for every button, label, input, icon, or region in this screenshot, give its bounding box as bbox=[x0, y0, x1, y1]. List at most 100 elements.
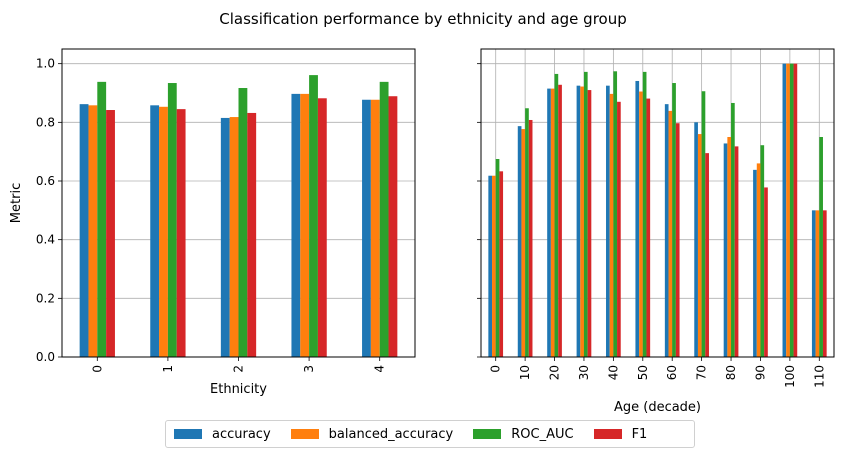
bar-balanced-accuracy-30 bbox=[580, 86, 584, 358]
bar-balanced-accuracy-10 bbox=[521, 129, 526, 357]
legend-label-roc-auc: ROC_AUC bbox=[511, 426, 574, 442]
legend-item-roc-auc: ROC_AUC bbox=[473, 426, 574, 442]
y-tick-label: 1.0 bbox=[36, 57, 55, 71]
bar-balanced-accuracy-0 bbox=[492, 175, 496, 357]
bar-accuracy-80 bbox=[723, 143, 728, 357]
bar-balanced-accuracy-110 bbox=[815, 210, 820, 357]
bar-f1-3 bbox=[317, 98, 327, 357]
bar-balanced-accuracy-2 bbox=[229, 117, 239, 357]
bar-balanced-accuracy-20 bbox=[550, 88, 555, 357]
x-tick-label: 0 bbox=[90, 365, 104, 373]
x-tick-label: 50 bbox=[636, 365, 650, 380]
bar-f1-10 bbox=[528, 119, 533, 357]
x-axis-label: Ethnicity bbox=[210, 382, 267, 397]
x-tick-label: 20 bbox=[548, 365, 562, 380]
legend-item-f1: F1 bbox=[593, 427, 647, 442]
bar-f1-20 bbox=[558, 84, 562, 357]
bar-accuracy-4 bbox=[362, 99, 371, 357]
bar-roc-auc-0 bbox=[97, 81, 107, 357]
bar-accuracy-110 bbox=[811, 210, 816, 357]
bar-balanced-accuracy-50 bbox=[639, 91, 643, 358]
bar-f1-100 bbox=[793, 63, 798, 358]
x-tick-label: 30 bbox=[577, 365, 591, 380]
bar-f1-0 bbox=[106, 110, 115, 357]
x-tick-label: 2 bbox=[232, 365, 246, 373]
bar-balanced-accuracy-4 bbox=[370, 99, 380, 357]
bar-f1-4 bbox=[388, 96, 398, 357]
bar-accuracy-50 bbox=[635, 80, 640, 358]
y-tick-label: 0.6 bbox=[36, 174, 55, 188]
bar-accuracy-1 bbox=[150, 105, 160, 357]
legend-label-balanced-accuracy: balanced_accuracy bbox=[328, 426, 454, 442]
x-tick-label: 90 bbox=[753, 365, 767, 380]
x-tick-label: 100 bbox=[783, 365, 797, 388]
x-tick-label: 4 bbox=[373, 365, 387, 373]
bar-accuracy-3 bbox=[291, 93, 301, 357]
bar-roc-auc-30 bbox=[583, 71, 588, 357]
bar-f1-0 bbox=[499, 171, 504, 357]
legend-swatch-roc-auc bbox=[473, 429, 502, 439]
x-tick-label: 10 bbox=[518, 365, 532, 380]
x-axis-label: Age (decade) bbox=[614, 400, 701, 415]
bar-balanced-accuracy-40 bbox=[609, 93, 614, 357]
legend-swatch-accuracy bbox=[174, 429, 202, 439]
bar-f1-2 bbox=[247, 112, 257, 358]
y-tick-label: 0.2 bbox=[36, 291, 55, 305]
bar-f1-60 bbox=[675, 123, 680, 357]
bar-accuracy-100 bbox=[782, 63, 787, 358]
legend-item-balanced-accuracy: balanced_accuracy bbox=[290, 426, 454, 442]
bar-balanced-accuracy-100 bbox=[786, 63, 790, 358]
x-tick-label: 40 bbox=[606, 365, 620, 380]
bar-roc-auc-60 bbox=[672, 83, 676, 357]
axes-frame bbox=[61, 48, 416, 358]
bar-balanced-accuracy-80 bbox=[727, 137, 732, 357]
axes-frame bbox=[480, 48, 835, 358]
bar-roc-auc-1 bbox=[167, 83, 177, 357]
chart-legend: accuracy balanced_accuracy ROC_AUC F1 bbox=[165, 420, 695, 448]
x-tick-label: 70 bbox=[695, 365, 709, 380]
bar-roc-auc-40 bbox=[613, 71, 618, 357]
bar-accuracy-20 bbox=[547, 88, 551, 357]
bar-f1-70 bbox=[705, 153, 709, 357]
bar-f1-90 bbox=[764, 187, 768, 357]
y-axis-label: Metric bbox=[9, 183, 24, 223]
x-tick-label: 110 bbox=[812, 365, 826, 388]
bar-f1-80 bbox=[734, 146, 739, 357]
ethnicity-chart: 0.0 0.2 0.4 0.6 0.8 1.0 0 1 2 3 4 Ethnicity Metric bbox=[9, 48, 416, 397]
bar-roc-auc-80 bbox=[731, 102, 735, 358]
y-tick-label: 0.8 bbox=[36, 115, 55, 129]
bar-accuracy-10 bbox=[517, 126, 522, 357]
x-tick-label: 1 bbox=[161, 365, 175, 373]
bar-balanced-accuracy-90 bbox=[756, 163, 761, 357]
bar-roc-auc-70 bbox=[701, 91, 706, 358]
bar-accuracy-70 bbox=[694, 122, 698, 357]
y-tick-label: 0.0 bbox=[36, 350, 55, 364]
bar-accuracy-40 bbox=[606, 85, 610, 358]
bar-roc-auc-10 bbox=[525, 108, 529, 358]
bar-roc-auc-90 bbox=[760, 145, 765, 357]
legend-label-accuracy: accuracy bbox=[212, 426, 271, 442]
bar-accuracy-90 bbox=[753, 169, 757, 357]
bar-f1-1 bbox=[176, 109, 186, 357]
bar-accuracy-0 bbox=[79, 104, 89, 357]
y-tick-label: 0.4 bbox=[36, 233, 55, 247]
bar-accuracy-2 bbox=[220, 117, 230, 357]
x-tick-label: 0 bbox=[489, 365, 503, 373]
bar-roc-auc-4 bbox=[379, 81, 389, 357]
bar-accuracy-0 bbox=[488, 175, 493, 357]
bar-balanced-accuracy-1 bbox=[159, 106, 168, 357]
legend-swatch-f1 bbox=[593, 429, 622, 439]
bar-balanced-accuracy-3 bbox=[300, 93, 310, 357]
figure-canvas: Classification performance by ethnicity … bbox=[9, 10, 835, 415]
bar-f1-30 bbox=[587, 90, 592, 358]
bar-accuracy-60 bbox=[664, 104, 669, 357]
bar-f1-110 bbox=[822, 210, 827, 357]
bar-roc-auc-110 bbox=[819, 137, 823, 357]
bar-roc-auc-50 bbox=[642, 71, 647, 357]
bar-balanced-accuracy-70 bbox=[697, 134, 702, 357]
legend-swatch-balanced-accuracy bbox=[290, 429, 319, 439]
bar-balanced-accuracy-0 bbox=[88, 105, 98, 357]
bar-roc-auc-0 bbox=[495, 159, 500, 357]
x-tick-label: 60 bbox=[665, 365, 679, 380]
figure-title: Classification performance by ethnicity … bbox=[219, 10, 627, 28]
